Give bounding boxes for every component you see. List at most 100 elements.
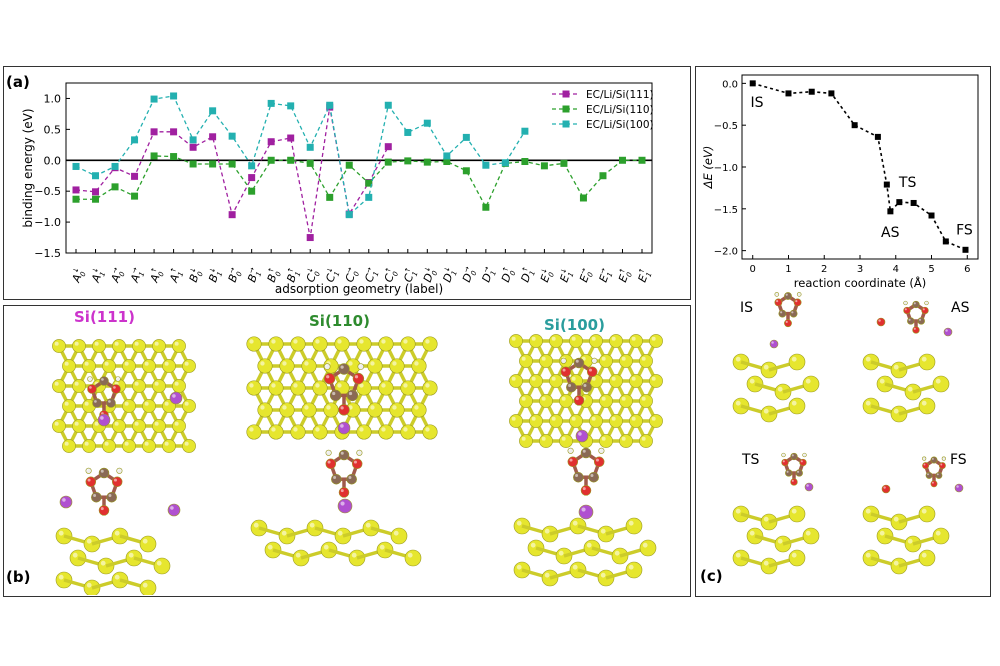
data-point: [384, 143, 392, 151]
x-tick-label: A1↑: [166, 266, 186, 285]
si-atom-highlight: [611, 336, 616, 341]
si-atom: [268, 336, 284, 352]
si-atom: [609, 334, 623, 348]
x-tick-label: 4: [893, 264, 899, 275]
data-point: [808, 88, 815, 95]
o-atom: [781, 458, 789, 467]
data-point: [228, 211, 236, 219]
o-atom-highlight: [595, 458, 599, 462]
li-atom: [578, 504, 594, 520]
li-atom: [943, 327, 953, 337]
c-atom-highlight: [785, 293, 788, 296]
y-tick-label: −1.5: [714, 205, 738, 216]
si-atom: [629, 414, 643, 428]
o-atom: [323, 372, 336, 385]
si-atom-highlight: [381, 339, 386, 344]
si-atom-highlight: [184, 361, 189, 366]
si-atom: [72, 339, 86, 353]
si-atom-highlight: [74, 341, 79, 346]
state-annotation: AS: [881, 225, 900, 241]
si-atom: [246, 424, 262, 440]
c-atom-highlight: [913, 302, 916, 305]
reaction-structures: IS AS TS FS: [732, 292, 970, 575]
x-tick-label: B1↑: [283, 266, 303, 285]
si-atom-highlight: [735, 400, 741, 406]
si-atom-highlight: [879, 530, 885, 536]
si-atom-highlight: [805, 530, 811, 536]
si-atom: [639, 354, 653, 368]
si-atom-highlight: [359, 339, 364, 344]
si-atom-highlight: [128, 552, 134, 558]
series-line: [76, 155, 642, 209]
si-atom-highlight: [351, 552, 357, 558]
si-atom-highlight: [392, 405, 397, 410]
data-point: [896, 199, 903, 206]
si-atom-highlight: [414, 405, 419, 410]
si-atom: [788, 353, 806, 371]
si-atom: [122, 359, 136, 373]
h-atom: [325, 449, 332, 456]
data-point: [72, 195, 80, 203]
x-tick-label: B1→: [244, 266, 264, 285]
si-atom-highlight: [530, 542, 536, 548]
x-tick-label: D0→: [459, 265, 479, 285]
data-point: [228, 132, 236, 140]
si-atom-highlight: [735, 552, 741, 558]
o-atom: [876, 317, 886, 327]
h-atom: [924, 300, 929, 306]
x-tick-label: D1↓: [439, 265, 459, 284]
si-atom: [290, 336, 306, 352]
o-atom: [111, 476, 123, 488]
h-atom-highlight: [88, 377, 90, 379]
si-atom: [539, 434, 553, 448]
si-atom-highlight: [359, 383, 364, 388]
data-point: [423, 119, 431, 127]
li-atom: [169, 391, 183, 405]
si-atom-highlight: [304, 361, 309, 366]
li-atom-highlight: [771, 341, 774, 344]
si-atom: [279, 402, 295, 418]
x-tick-label: A1→: [127, 266, 147, 286]
li-atom: [575, 429, 589, 443]
li-atom: [769, 339, 779, 349]
o-atom: [325, 458, 337, 470]
h-atom: [357, 363, 365, 370]
si-atom-highlight: [54, 421, 59, 426]
o-atom-highlight: [340, 489, 344, 493]
si-atom-highlight: [282, 361, 287, 366]
si-atom-highlight: [865, 552, 871, 558]
si-atom: [132, 379, 146, 393]
si-atom-highlight: [735, 508, 741, 514]
y-tick-label: −1.5: [34, 247, 61, 260]
h-atom-highlight: [803, 453, 805, 455]
data-point: [540, 162, 548, 170]
o-atom-highlight: [326, 375, 330, 379]
si-atom: [404, 549, 422, 567]
si-atom: [649, 374, 663, 388]
si-atom-highlight: [315, 383, 320, 388]
si-atom-highlight: [134, 341, 139, 346]
x-tick-label: D1↑: [518, 265, 538, 284]
li-atom-highlight: [945, 329, 948, 332]
si-atom: [246, 336, 262, 352]
h-atom-highlight: [925, 301, 927, 303]
si-atom: [172, 419, 186, 433]
si-atom-highlight: [365, 522, 371, 528]
o-atom: [790, 478, 798, 486]
y-tick-label: 0.5: [44, 123, 62, 136]
si-atom-highlight: [64, 361, 69, 366]
data-point: [209, 107, 217, 115]
si-atom-highlight: [600, 528, 606, 534]
h-atom: [85, 467, 92, 474]
o-atom-highlight: [89, 386, 92, 389]
li-atom: [804, 482, 814, 492]
si-atom: [400, 424, 416, 440]
o-atom: [580, 485, 592, 496]
data-point: [306, 234, 314, 242]
si-atom: [142, 359, 156, 373]
si-atom: [932, 527, 950, 545]
si-atom: [257, 402, 273, 418]
o-atom: [921, 306, 929, 315]
si-atom: [142, 399, 156, 413]
si-atom-highlight: [72, 552, 78, 558]
